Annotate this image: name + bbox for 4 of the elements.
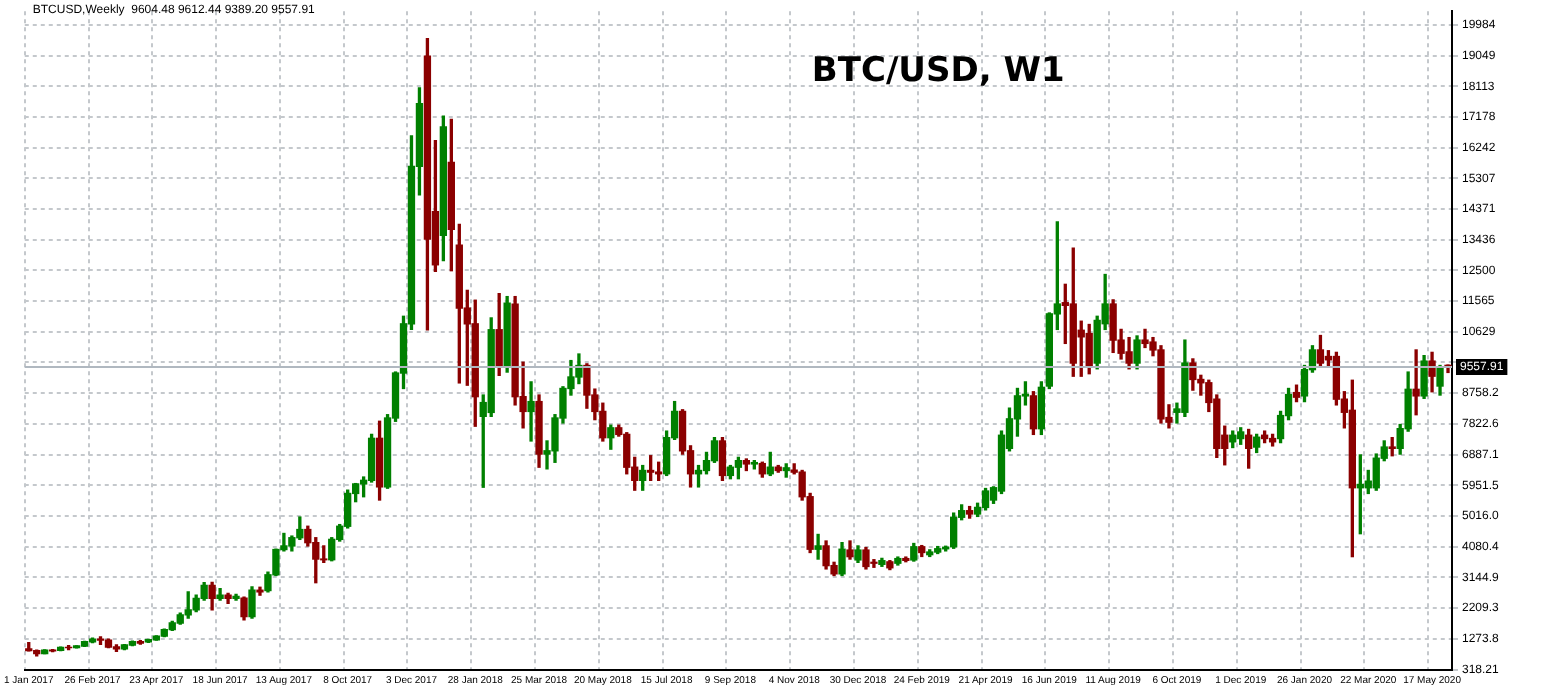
candlestick bbox=[527, 381, 535, 442]
candlestick bbox=[814, 533, 822, 560]
candlestick bbox=[1412, 349, 1420, 416]
text: BTC/USD, W1 bbox=[811, 50, 1065, 91]
